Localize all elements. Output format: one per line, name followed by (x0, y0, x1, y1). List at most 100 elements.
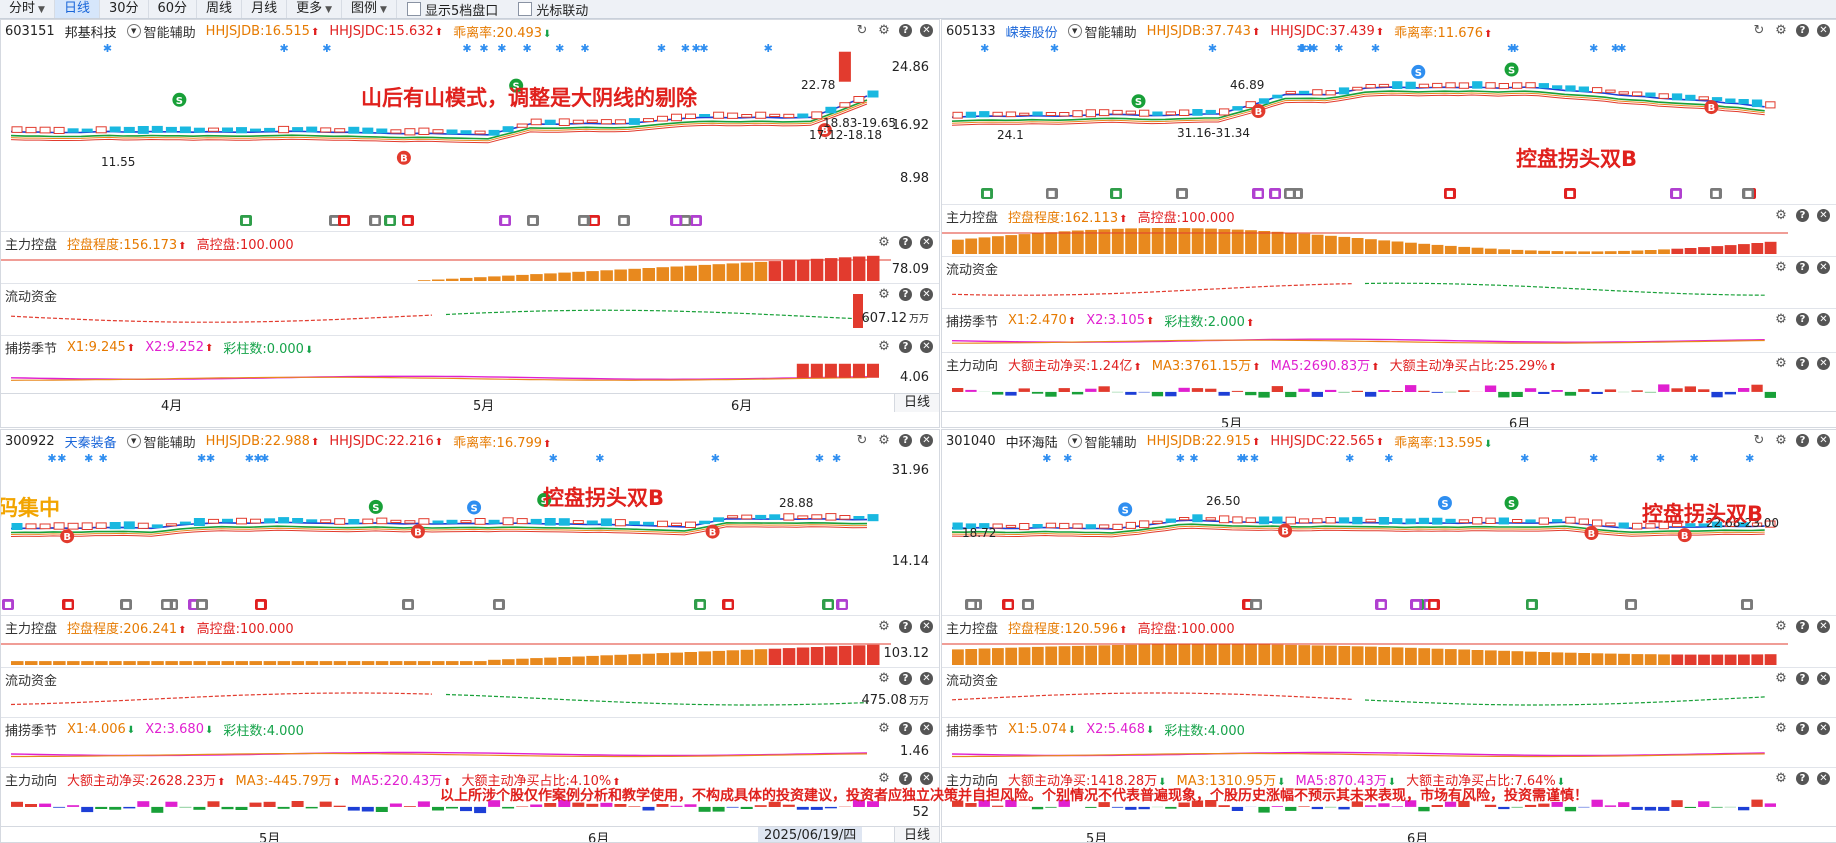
help-icon[interactable]: ? (1796, 356, 1809, 370)
close-icon[interactable]: ✕ (1817, 721, 1830, 735)
close-icon[interactable]: ✕ (1817, 619, 1830, 633)
help-icon[interactable]: ? (1796, 23, 1809, 37)
gear-icon[interactable]: ⚙ (878, 720, 890, 736)
event-tag-icon[interactable]: ■ (1021, 599, 1034, 610)
close-icon[interactable]: ✕ (1817, 771, 1830, 785)
close-icon[interactable]: ✕ (920, 23, 933, 37)
event-tag-icon[interactable]: ■ (337, 215, 350, 226)
close-icon[interactable]: ✕ (920, 433, 933, 447)
event-tag-icon[interactable]: ■ (670, 215, 683, 226)
stock-panel-603151[interactable]: 603151 邦基科技 ▼ 智能辅助 HHJSJDB:16.515⬆ HHJSJDC:15… (0, 19, 940, 428)
event-tag-icon[interactable]: ■ (1250, 599, 1263, 610)
candlestick-chart[interactable]: S B S S B B (942, 430, 1788, 615)
event-tag-icon[interactable]: ■ (492, 599, 505, 610)
event-tag-icon[interactable]: ■ (62, 599, 75, 610)
help-icon[interactable]: ? (899, 23, 912, 37)
stock-name[interactable]: 嵘泰股份 (1005, 25, 1058, 41)
gear-icon[interactable]: ⚙ (878, 234, 890, 250)
event-tag-icon[interactable]: ■ (1625, 599, 1638, 610)
event-tag-icon[interactable]: ■ (328, 215, 341, 226)
close-icon[interactable]: ✕ (920, 721, 933, 735)
event-tag-icon[interactable]: ■ (1110, 188, 1123, 199)
liquid-pane[interactable]: 流动资金 ⚙? ✕ 607.12 万万 (1, 283, 939, 335)
gear-icon[interactable]: ⚙ (878, 338, 890, 354)
close-icon[interactable]: ✕ (1817, 312, 1830, 326)
close-icon[interactable]: ✕ (920, 287, 933, 301)
event-tag-icon[interactable]: ■ (1175, 188, 1188, 199)
event-tag-icon[interactable]: ■ (588, 215, 601, 226)
smart-assist-dropdown[interactable]: ▼ 智能辅助 (126, 432, 196, 451)
gear-icon[interactable]: ⚙ (1775, 259, 1787, 275)
season-pane[interactable]: 捕捞季节 X1:2.470⬆ X2:3.105⬆ 彩柱数:2.000⬆ ⚙? ✕ (942, 308, 1836, 352)
close-icon[interactable]: ✕ (920, 339, 933, 353)
smart-assist-dropdown[interactable]: ▼ 智能辅助 (1067, 22, 1137, 41)
help-icon[interactable]: ? (1796, 619, 1809, 633)
event-tag-icon[interactable]: ■ (1, 599, 14, 610)
close-icon[interactable]: ✕ (920, 619, 933, 633)
event-tag-icon[interactable]: ■ (617, 215, 630, 226)
event-tag-icon[interactable]: ■ (160, 599, 173, 610)
gear-icon[interactable]: ⚙ (878, 432, 890, 448)
close-icon[interactable]: ✕ (1817, 260, 1830, 274)
event-tag-icon[interactable]: ■ (1670, 188, 1683, 199)
close-icon[interactable]: ✕ (920, 235, 933, 249)
close-icon[interactable]: ✕ (920, 671, 933, 685)
help-icon[interactable]: ? (899, 619, 912, 633)
close-icon[interactable]: ✕ (1817, 208, 1830, 222)
event-tag-icon[interactable]: ■ (980, 188, 993, 199)
help-icon[interactable]: ? (899, 771, 912, 785)
liquid-pane[interactable]: 流动资金 ⚙? ✕ (942, 667, 1836, 717)
close-icon[interactable]: ✕ (1817, 356, 1830, 370)
help-icon[interactable]: ? (899, 671, 912, 685)
season-pane[interactable]: 捕捞季节 X1:5.074⬇ X2:5.468⬇ 彩柱数:4.000 ⚙? ✕ (942, 717, 1836, 767)
gear-icon[interactable]: ⚙ (1775, 207, 1787, 223)
event-tag-icon[interactable]: ■ (369, 215, 382, 226)
flow-pane[interactable]: 主力动向 大额主动净买:1.24亿⬆ MA3:3761.15万⬆ MA5:2690.8… (942, 352, 1836, 411)
event-tag-icon[interactable]: ■ (188, 599, 201, 610)
help-icon[interactable]: ? (1796, 771, 1809, 785)
event-tag-icon[interactable]: ■ (254, 599, 267, 610)
event-tag-icon[interactable]: ■ (1410, 599, 1423, 610)
stock-name[interactable]: 天秦装备 (64, 435, 117, 451)
candlestick-chart[interactable]: B S S S B B (1, 430, 891, 615)
help-icon[interactable]: ? (1796, 433, 1809, 447)
season-pane[interactable]: 捕捞季节 X1:9.245⬆ X2:9.252⬆ 彩柱数:0.000⬇ ⚙? ✕ 4.06 (1, 335, 939, 393)
show-depth-checkbox[interactable]: 显示5档盘口 (397, 0, 508, 19)
candlestick-chart[interactable]: B S S S B (942, 20, 1788, 204)
event-tag-icon[interactable]: ■ (965, 599, 978, 610)
event-tag-icon[interactable]: ■ (577, 215, 590, 226)
period-5-button[interactable]: 月线 (242, 0, 288, 18)
ctrl-pane[interactable]: 主力控盘 控盘程度:206.241⬆ 高控盘:100.000 ⚙? ✕ 103.12 (1, 615, 939, 667)
stock-panel-301040[interactable]: 301040 中环海陆 ▼ 智能辅助 HHJSJDB:22.915⬆ HHJSJDC:22… (941, 429, 1836, 843)
ctrl-pane[interactable]: 主力控盘 控盘程度:156.173⬆ 高控盘:100.000 ⚙? ✕ 78.09 (1, 231, 939, 283)
event-tag-icon[interactable]: ■ (195, 599, 208, 610)
help-icon[interactable]: ? (899, 235, 912, 249)
period-4-button[interactable]: 周线 (197, 0, 243, 18)
event-tag-icon[interactable]: ■ (384, 215, 397, 226)
period-day-button[interactable]: 日线 (894, 827, 939, 842)
kline-pane[interactable]: 605133 嵘泰股份 ▼ 智能辅助 HHJSJDB:37.743⬆ HHJSJDC:37… (942, 20, 1836, 204)
gear-icon[interactable]: ⚙ (878, 670, 890, 686)
gear-icon[interactable]: ⚙ (1775, 770, 1787, 786)
gear-icon[interactable]: ⚙ (1775, 618, 1787, 634)
flow-pane[interactable]: 主力动向 大额主动净买:1418.28万⬇ MA3:1310.95万⬇ MA5:870… (942, 767, 1836, 826)
gear-icon[interactable]: ⚙ (1775, 355, 1787, 371)
stock-name[interactable]: 邦基科技 (64, 25, 117, 41)
reset-icon[interactable]: ↻ (856, 432, 868, 448)
event-tag-icon[interactable]: ■ (1709, 188, 1722, 199)
period-day-button[interactable]: 日线 (894, 394, 939, 412)
gear-icon[interactable]: ⚙ (878, 618, 890, 634)
event-tag-icon[interactable]: ■ (402, 599, 415, 610)
event-tag-icon[interactable]: ■ (120, 599, 133, 610)
help-icon[interactable]: ? (1796, 721, 1809, 735)
ctrl-pane[interactable]: 主力控盘 控盘程度:120.596⬆ 高控盘:100.000 ⚙? ✕ (942, 615, 1836, 667)
gear-icon[interactable]: ⚙ (878, 770, 890, 786)
gear-icon[interactable]: ⚙ (878, 286, 890, 302)
help-icon[interactable]: ? (1796, 312, 1809, 326)
event-tag-icon[interactable]: ■ (1002, 599, 1015, 610)
stock-panel-300922[interactable]: 300922 天秦装备 ▼ 智能辅助 HHJSJDB:22.988⬆ HHJSJDC:22… (0, 429, 940, 843)
close-icon[interactable]: ✕ (920, 771, 933, 785)
help-icon[interactable]: ? (1796, 208, 1809, 222)
event-tag-icon[interactable]: ■ (679, 215, 692, 226)
gear-icon[interactable]: ⚙ (1775, 670, 1787, 686)
